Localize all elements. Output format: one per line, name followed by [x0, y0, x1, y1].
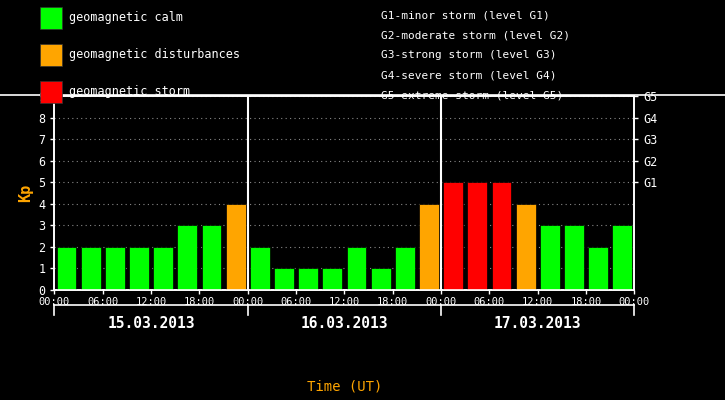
Bar: [419, 204, 439, 290]
Text: G5-extreme storm (level G5): G5-extreme storm (level G5): [381, 90, 563, 100]
Bar: [274, 268, 294, 290]
Text: G1-minor storm (level G1): G1-minor storm (level G1): [381, 10, 550, 20]
Bar: [395, 247, 415, 290]
Y-axis label: Kp: Kp: [17, 184, 33, 202]
Text: 16.03.2013: 16.03.2013: [301, 316, 388, 331]
Bar: [153, 247, 173, 290]
Bar: [105, 247, 125, 290]
Bar: [613, 225, 632, 290]
Bar: [370, 268, 391, 290]
Text: geomagnetic calm: geomagnetic calm: [69, 12, 183, 24]
Bar: [492, 182, 511, 290]
Text: G4-severe storm (level G4): G4-severe storm (level G4): [381, 70, 556, 80]
Text: geomagnetic disturbances: geomagnetic disturbances: [69, 48, 240, 61]
Bar: [202, 225, 221, 290]
Bar: [468, 182, 487, 290]
Bar: [564, 225, 584, 290]
Bar: [443, 182, 463, 290]
Bar: [57, 247, 76, 290]
Text: G3-strong storm (level G3): G3-strong storm (level G3): [381, 50, 556, 60]
Bar: [178, 225, 197, 290]
Bar: [540, 225, 560, 290]
Bar: [225, 204, 246, 290]
Text: 17.03.2013: 17.03.2013: [494, 316, 581, 331]
Text: G2-moderate storm (level G2): G2-moderate storm (level G2): [381, 30, 570, 40]
Bar: [250, 247, 270, 290]
Bar: [129, 247, 149, 290]
Text: 15.03.2013: 15.03.2013: [107, 316, 195, 331]
Text: geomagnetic storm: geomagnetic storm: [69, 85, 190, 98]
Bar: [588, 247, 608, 290]
Text: Time (UT): Time (UT): [307, 380, 382, 394]
Bar: [347, 247, 366, 290]
Bar: [323, 268, 342, 290]
Bar: [80, 247, 101, 290]
Bar: [298, 268, 318, 290]
Bar: [515, 204, 536, 290]
